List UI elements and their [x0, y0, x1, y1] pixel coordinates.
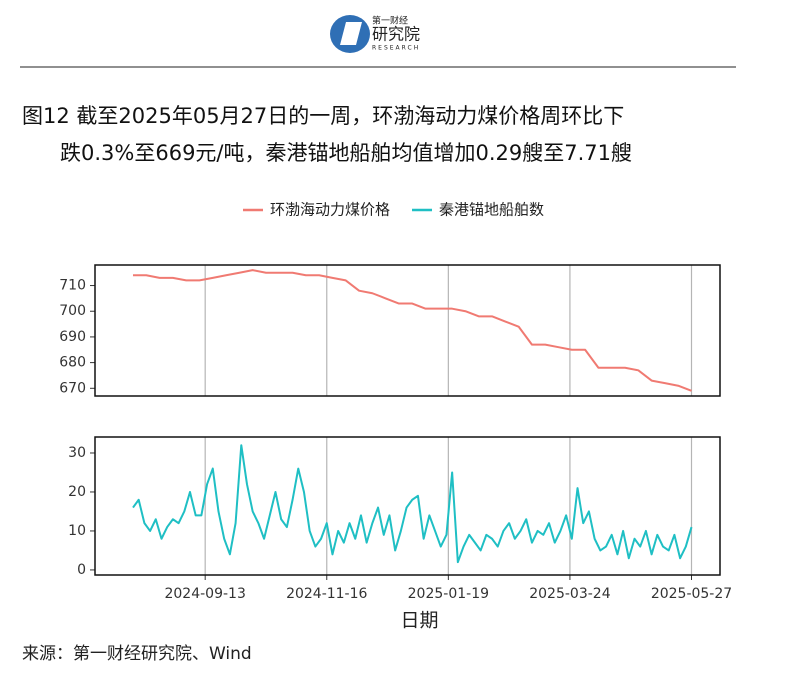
legend-label: 环渤海动力煤价格: [270, 201, 390, 219]
title-line: 图12 截至2025年05月27日的一周，环渤海动力煤价格周环比下: [22, 104, 624, 128]
legend-label: 秦港锚地船舶数: [439, 201, 544, 219]
y-tick-label: 10: [68, 523, 86, 539]
y-tick-label: 670: [59, 380, 86, 396]
series-line: [132, 269, 692, 392]
logo-text: 研究院: [372, 25, 420, 44]
y-tick-label: 700: [59, 303, 86, 319]
logo-sub: RESEARCH: [372, 45, 420, 52]
y-tick-label: 0: [77, 562, 86, 578]
logo: 第一财经 研究院 RESEARCH: [330, 15, 420, 53]
y-tick-label: 20: [68, 484, 86, 500]
panel-border: [94, 264, 721, 397]
y-tick-label: 30: [68, 445, 86, 461]
panel-border: [94, 436, 721, 576]
x-tick-label: 2024-09-13: [164, 586, 245, 602]
x-tick-label: 2024-11-16: [286, 586, 367, 602]
x-tick-label: 2025-01-19: [408, 586, 489, 602]
logo-name: 第一财经: [372, 15, 408, 27]
y-tick-label: 690: [59, 329, 86, 345]
x-tick-label: 2025-03-24: [529, 586, 610, 602]
source: 来源：第一财经研究院、Wind: [22, 644, 252, 664]
x-axis-label: 日期: [400, 610, 438, 632]
logo-icon-inner: [340, 22, 362, 45]
title-line: 跌0.3%至669元/吨，秦港锚地船舶均值增加0.29艘至7.71艘: [60, 141, 632, 165]
x-tick-label: 2025-05-27: [651, 586, 732, 602]
y-tick-label: 710: [59, 278, 86, 294]
series-line: [132, 444, 693, 564]
y-tick-label: 680: [59, 355, 86, 371]
